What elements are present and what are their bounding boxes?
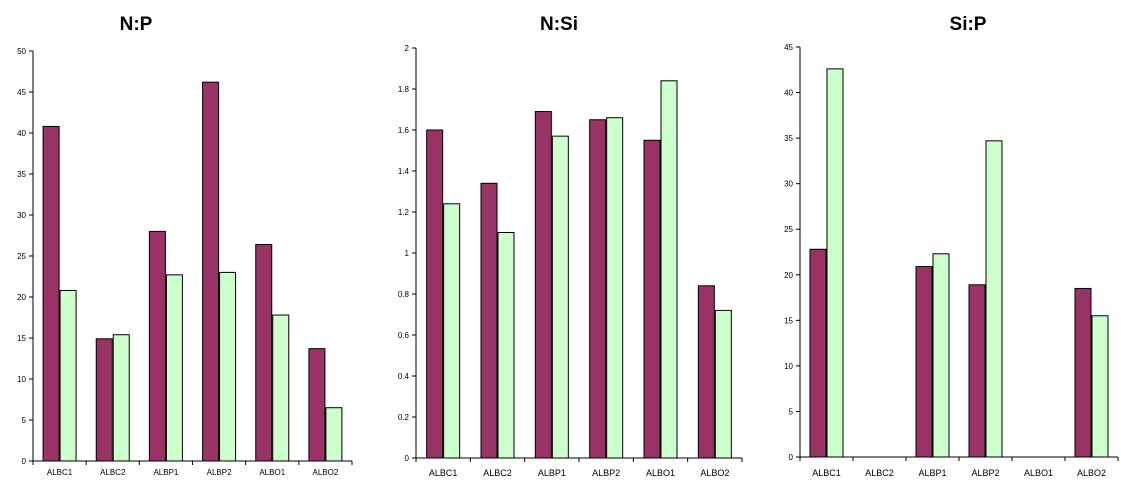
chart-panel-sip: Si:P 0 5 10 15 20 25 30 35 40 45 ALBC1 ALBC2 ALBP1 AL…: [760, 0, 1121, 483]
y-tick-label: 0.8: [398, 290, 410, 299]
x-tick-label: ALBO2: [700, 468, 729, 478]
y-tick-label: 5: [789, 407, 794, 416]
x-tick-label: ALBP2: [971, 468, 999, 478]
bar-series-b: [551, 135, 569, 459]
bar-series-b: [660, 80, 678, 459]
y-tick-label: 50: [17, 47, 26, 56]
x-tick-label: ALBC2: [100, 468, 126, 477]
bar-series-b: [59, 289, 77, 462]
x-tick-label: ALBC1: [429, 468, 458, 478]
bar-series-b: [443, 203, 461, 459]
y-tick-label: 1: [405, 249, 410, 258]
bar-series-a: [308, 348, 326, 462]
x-tick-label: ALBP1: [538, 468, 566, 478]
y-tick-label: 20: [17, 293, 26, 302]
bar-series-b: [165, 274, 183, 462]
y-tick-label: 25: [17, 252, 26, 261]
bar-series-a: [95, 338, 113, 462]
bar-series-b: [932, 253, 950, 458]
y-tick-label: 20: [784, 271, 793, 280]
x-tick-label: ALBC2: [483, 468, 512, 478]
y-tick-label: 45: [784, 43, 793, 52]
y-tick-label: 0: [789, 453, 794, 462]
y-tick-label: 1.2: [398, 208, 410, 217]
y-tick-label: 5: [22, 416, 27, 425]
bar-series-b: [272, 314, 290, 462]
bar-series-a: [480, 182, 498, 459]
bar-series-b: [985, 140, 1003, 458]
x-tick-label: ALBO2: [1077, 468, 1106, 478]
x-tick-label: ALBC2: [865, 468, 894, 478]
y-tick-label: 40: [17, 129, 26, 138]
x-tick-label: ALBO1: [1024, 468, 1053, 478]
y-tick-label: 40: [784, 89, 793, 98]
y-tick-label: 15: [17, 334, 26, 343]
y-tick-label: 0.2: [398, 413, 410, 422]
x-tick-label: ALBO1: [646, 468, 675, 478]
bar-series-a: [426, 129, 444, 459]
bar-series-a: [968, 284, 986, 458]
y-tick-label: 30: [784, 180, 793, 189]
x-tick-label: ALBP2: [592, 468, 620, 478]
chart-title-nsi: N:Si: [540, 14, 578, 35]
y-tick-label: 10: [17, 375, 26, 384]
bar-series-a: [697, 285, 715, 459]
y-tick-label: 35: [17, 170, 26, 179]
chart-title-np: N:P: [119, 14, 153, 35]
bar-series-b: [497, 232, 515, 459]
bar-series-a: [1074, 287, 1092, 458]
y-tick-label: 1.6: [398, 126, 410, 135]
y-tick-label: 15: [784, 316, 793, 325]
bar-series-a: [148, 230, 166, 462]
x-tick-label: ALBC1: [47, 468, 73, 477]
chart-nsi: 0 0.2 0.4 0.6 0.8 1 1.2 1.4 1.6 1.8 2 ALBC1 ALBC2 ALB…: [398, 44, 743, 478]
y-tick-label: 30: [17, 211, 26, 220]
x-tick-label: ALBP1: [918, 468, 946, 478]
chart-panel-nsi: N:Si 0 0.2 0.4 0.6 0.8 1 1.2 1.4 1.6 1.8 2 ALBC1 ALB…: [380, 0, 750, 483]
y-tick-label: 1.4: [398, 167, 410, 176]
y-tick-label: 2: [405, 44, 410, 53]
x-tick-label: ALBO1: [259, 468, 285, 477]
bar-series-a: [915, 266, 933, 458]
bar-series-a: [534, 111, 552, 459]
x-tick-label: ALBO2: [313, 468, 339, 477]
bar-series-b: [112, 334, 130, 462]
bar-series-a: [809, 248, 827, 458]
chart-np: 0 5 10 15 20 25 30 35 40 45 50 ALBC1 ALBC2 ALBP1 ALBP2…: [17, 47, 353, 477]
y-tick-label: 45: [17, 88, 26, 97]
bar-series-b: [1091, 315, 1109, 458]
bar-series-a: [202, 81, 220, 462]
x-tick-label: ALBP1: [153, 468, 178, 477]
y-tick-label: 0: [22, 457, 27, 466]
bar-series-a: [255, 244, 273, 462]
bar-series-a: [643, 139, 661, 459]
bar-series-b: [325, 407, 343, 462]
bar-series-a: [589, 119, 607, 459]
chart-title-sip: Si:P: [949, 14, 987, 35]
chart-sip: 0 5 10 15 20 25 30 35 40 45 ALBC1 ALBC2 ALBP1 ALBP2 AL…: [784, 43, 1119, 478]
x-tick-label: ALBC1: [812, 468, 841, 478]
y-tick-label: 1.8: [398, 85, 410, 94]
y-tick-label: 35: [784, 134, 793, 143]
y-tick-label: 0.6: [398, 331, 410, 340]
bar-series-b: [219, 271, 237, 462]
y-tick-label: 10: [784, 362, 793, 371]
bar-series-a: [42, 125, 60, 462]
y-tick-label: 25: [784, 225, 793, 234]
x-tick-label: ALBP2: [207, 468, 232, 477]
chart-panel-np: N:P 0 5 10 15 20 25 30 35 40 45 50 ALBC1 ALBC2 ALBP1 A…: [0, 0, 370, 483]
y-tick-label: 0: [405, 454, 410, 463]
bar-series-b: [606, 117, 624, 459]
bar-series-b: [826, 68, 844, 458]
y-tick-label: 0.4: [398, 372, 410, 381]
bar-series-b: [714, 309, 732, 459]
